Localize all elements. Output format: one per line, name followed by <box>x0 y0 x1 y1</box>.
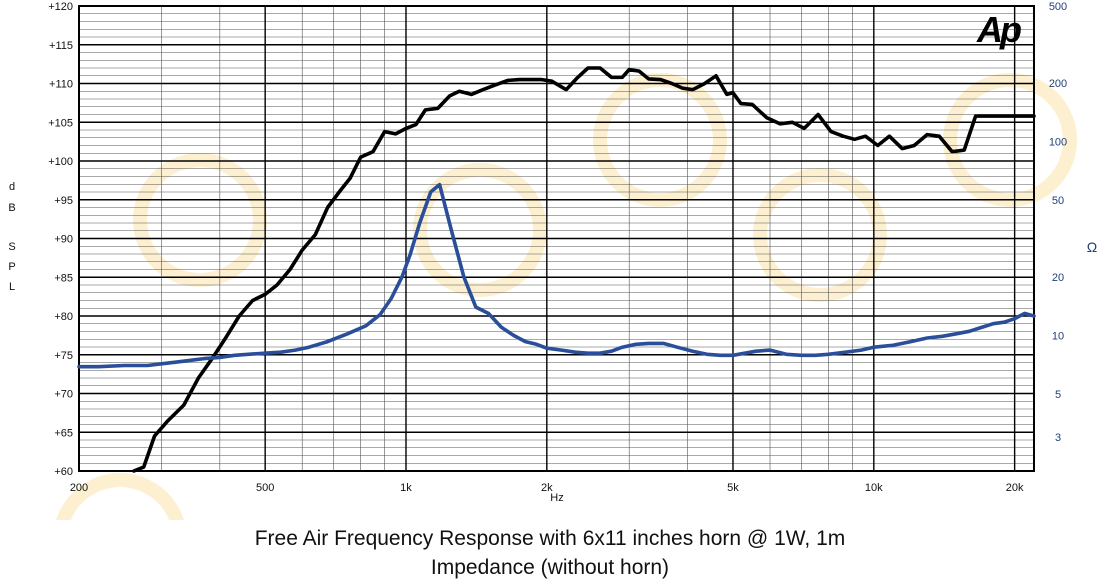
x-tick-label: 5k <box>727 482 739 494</box>
watermark-mark <box>753 168 887 302</box>
y-axis-label-letter: S <box>8 241 15 253</box>
x-tick-label: 1k <box>400 482 412 494</box>
y2-tick-label: 5 <box>1055 389 1061 401</box>
x-tick-label: 10k <box>865 482 883 494</box>
y2-axis-label: Ω <box>1087 239 1097 255</box>
x-axis-label: Hz <box>550 492 563 504</box>
y-tick-label: +60 <box>54 466 73 478</box>
y-axis-label-letter: L <box>9 281 15 293</box>
x-tick-label: 20k <box>1006 482 1024 494</box>
y2-tick-label: 20 <box>1052 272 1064 284</box>
y2-tick-label: 50 <box>1052 195 1064 207</box>
y-tick-label: +95 <box>54 195 73 207</box>
y2-axis-ticks: 3 5 10 20 50 100 200 500 <box>1049 1 1067 444</box>
chart-title: Free Air Frequency Response with 6x11 in… <box>254 527 846 550</box>
y-tick-label: +85 <box>54 272 73 284</box>
y-tick-label: +100 <box>48 156 73 168</box>
y-axis-ticks: +60 +65 +70 +75 +80 +85 +90 +95 +100 +105 +110 +115… <box>48 1 73 478</box>
y-tick-label: +120 <box>48 1 73 13</box>
y-axis-label-letter: B <box>8 202 15 214</box>
watermark-mark <box>413 163 547 297</box>
y2-tick-label: 10 <box>1052 330 1064 342</box>
y-axis-label-letter: P <box>8 261 15 273</box>
y-tick-label: +80 <box>54 311 73 323</box>
frequency-response-chart: +60 +65 +70 +75 +80 +85 +90 +95 +100 +105 +110 +115… <box>8 1 1097 520</box>
watermark-layer <box>56 73 1077 520</box>
series-layer <box>77 66 1036 473</box>
y2-tick-label: 100 <box>1049 137 1067 149</box>
watermark-mark <box>133 153 267 287</box>
x-axis-ticks: 200 500 1k 2k 5k 10k 20k <box>70 482 1024 494</box>
chart-subtitle: Impedance (without horn) <box>430 556 670 579</box>
y-axis-label-letter: d <box>9 181 15 193</box>
x-tick-label: 200 <box>70 482 88 494</box>
spl-curve <box>132 66 1036 473</box>
y2-tick-label: 200 <box>1049 78 1067 90</box>
ap-logo: Ap <box>976 9 1021 50</box>
y-tick-label: +105 <box>48 117 73 129</box>
impedance-curve <box>77 182 1036 369</box>
plot-frame <box>78 5 1035 472</box>
x-tick-label: 2k <box>541 482 553 494</box>
watermark-mark <box>593 73 727 207</box>
y-tick-label: +115 <box>49 40 73 52</box>
watermark-mark <box>56 473 184 520</box>
grid-major-lines <box>79 6 1034 471</box>
y2-tick-label: 500 <box>1049 1 1067 13</box>
y-tick-label: +110 <box>49 79 73 91</box>
y-tick-label: +90 <box>54 234 73 246</box>
y-tick-label: +70 <box>54 389 73 401</box>
y2-tick-label: 3 <box>1055 432 1061 444</box>
y-tick-label: +65 <box>54 427 73 439</box>
x-tick-label: 500 <box>256 482 274 494</box>
y-tick-label: +75 <box>54 350 73 362</box>
